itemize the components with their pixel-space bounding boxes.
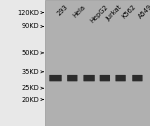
Bar <box>45 0 150 126</box>
FancyBboxPatch shape <box>132 75 142 81</box>
FancyBboxPatch shape <box>116 75 126 81</box>
Text: K562: K562 <box>121 4 137 20</box>
Text: 120KD: 120KD <box>17 10 39 16</box>
Text: Hela: Hela <box>72 4 87 19</box>
Text: 293: 293 <box>56 4 69 17</box>
FancyBboxPatch shape <box>83 75 95 81</box>
FancyBboxPatch shape <box>67 75 77 81</box>
Text: 20KD: 20KD <box>21 97 39 103</box>
Text: HepG2: HepG2 <box>89 4 109 24</box>
FancyBboxPatch shape <box>49 75 62 81</box>
Text: 90KD: 90KD <box>21 23 39 29</box>
Text: 50KD: 50KD <box>21 50 39 56</box>
FancyBboxPatch shape <box>100 75 110 81</box>
Text: A549: A549 <box>137 4 150 20</box>
Text: 35KD: 35KD <box>21 69 39 75</box>
Text: Jurkat: Jurkat <box>105 4 123 22</box>
Text: 25KD: 25KD <box>21 85 39 91</box>
